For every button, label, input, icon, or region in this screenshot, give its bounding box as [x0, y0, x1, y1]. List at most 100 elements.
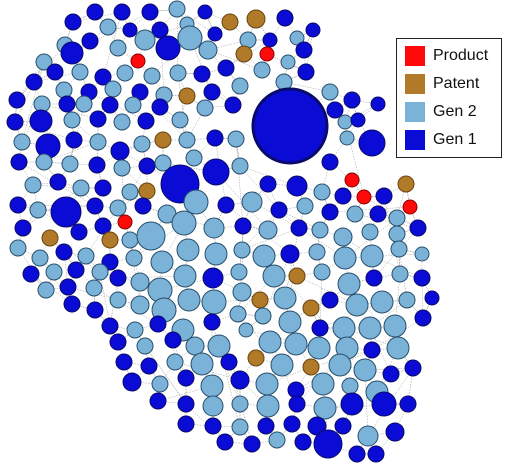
node-gen2 [238, 322, 254, 338]
node-gen2 [75, 95, 93, 113]
node-gen2 [177, 288, 201, 312]
network-edge [296, 403, 326, 409]
network-edge [151, 37, 191, 77]
node-patent [397, 175, 415, 193]
node-gen1 [326, 101, 344, 119]
node-gen2 [345, 293, 369, 317]
node-gen2 [166, 353, 184, 371]
node-gen1 [217, 59, 235, 77]
node-gen1 [177, 395, 195, 413]
node-gen1 [286, 175, 308, 197]
node-gen1 [399, 395, 417, 413]
node-gen2 [178, 131, 196, 149]
node-gen1 [371, 391, 397, 417]
node-gen2 [278, 310, 302, 334]
node-gen2 [203, 217, 225, 239]
network-edge [204, 104, 234, 109]
legend-label-patent: Patent [433, 75, 480, 92]
node-gen2 [280, 54, 296, 70]
node-gen2 [258, 220, 278, 240]
node-gen1 [234, 217, 252, 235]
node-gen2 [171, 210, 197, 236]
node-gen2 [383, 314, 407, 338]
node-gen1 [88, 156, 106, 174]
node-patent [302, 358, 320, 376]
network-edge [310, 349, 373, 368]
legend-label-gen1: Gen 1 [433, 131, 477, 148]
node-gen1 [151, 98, 169, 116]
node-gen2 [227, 130, 245, 148]
node-gen1 [101, 96, 119, 114]
legend-label-gen2: Gen 2 [433, 103, 477, 120]
node-gen2 [388, 209, 406, 227]
node-gen1 [230, 370, 250, 390]
node-gen1 [101, 317, 119, 335]
node-gen2 [311, 372, 335, 396]
network-edge [99, 271, 111, 327]
node-gen2 [337, 114, 353, 130]
node-product [130, 53, 146, 69]
node-gen2 [45, 263, 63, 281]
node-gen1 [115, 353, 133, 371]
node-patent [288, 267, 306, 285]
network-edge [329, 161, 353, 181]
node-gen2 [168, 0, 186, 18]
node-gen2 [185, 336, 205, 356]
node-gen1 [137, 112, 155, 130]
node-gen1 [197, 4, 213, 20]
node-gen2 [328, 353, 352, 377]
node-patent [41, 229, 59, 247]
network-edge [37, 205, 96, 211]
node-gen2 [125, 249, 143, 267]
node-gen1 [295, 41, 313, 59]
node-gen2 [333, 227, 353, 247]
node-gen2 [185, 149, 203, 167]
node-gen1 [138, 157, 156, 175]
network-edge [43, 141, 99, 163]
node-gen2 [337, 272, 361, 296]
node-gen2 [150, 250, 174, 274]
node-gen1 [259, 175, 277, 193]
node-gen2 [183, 189, 209, 215]
legend-swatch-product [405, 46, 425, 66]
node-gen1 [59, 278, 77, 296]
node-gen1 [350, 112, 366, 128]
network-edge [75, 207, 119, 271]
legend: Product Patent Gen 2 Gen 1 [396, 38, 502, 158]
network-edge [139, 91, 188, 141]
node-gen2 [268, 431, 286, 449]
node-gen1 [348, 445, 366, 463]
node-gen2 [63, 111, 81, 129]
node-patent [178, 87, 196, 105]
node-gen1 [257, 417, 275, 435]
network-edge [267, 183, 298, 187]
node-gen1 [404, 359, 422, 377]
node-gen2 [200, 374, 224, 398]
node-gen2 [109, 39, 127, 57]
node-patent [154, 131, 172, 149]
node-gen1 [131, 83, 149, 101]
node-gen1 [365, 269, 383, 287]
node-product [117, 214, 133, 230]
node-gen1 [321, 153, 339, 171]
network-edge [344, 121, 365, 198]
network-edge [131, 381, 161, 385]
node-gen1 [343, 91, 361, 109]
node-gen1 [203, 83, 221, 101]
node-gen2 [273, 286, 297, 310]
network-edge [225, 39, 271, 69]
network-edge [319, 301, 383, 329]
node-gen2 [171, 111, 189, 129]
network-edge [267, 183, 280, 211]
node-gen1 [220, 353, 238, 371]
node-gen2 [231, 157, 249, 175]
node-gen1 [370, 96, 386, 112]
node-gen2 [289, 30, 305, 46]
node-gen1 [204, 417, 222, 435]
node-gen1 [155, 35, 181, 61]
node-gen2 [253, 61, 271, 79]
node-gen1 [290, 219, 308, 237]
node-gen1 [321, 203, 339, 221]
node-gen2 [13, 133, 31, 151]
